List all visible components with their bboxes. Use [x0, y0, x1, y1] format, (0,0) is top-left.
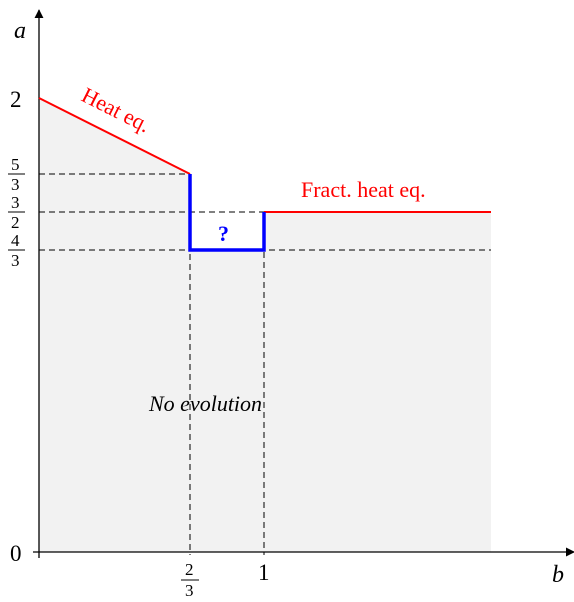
y-tick-2: 2	[10, 87, 22, 112]
no-evolution-region	[39, 98, 491, 552]
y-tick-3-2-numerator: 3	[11, 193, 20, 212]
unknown-boundary-line	[188, 174, 266, 252]
y-tick-5-3: 5 3	[8, 155, 25, 194]
x-tick-1: 1	[258, 560, 270, 585]
y-tick-5-3-numerator: 5	[11, 155, 20, 174]
y-tick-3-2: 3 2	[8, 193, 25, 232]
y-tick-4-3-numerator: 4	[11, 231, 20, 250]
origin-label: 0	[10, 541, 22, 566]
y-tick-4-3: 4 3	[8, 231, 25, 270]
y-tick-5-3-denominator: 3	[11, 175, 20, 194]
no-evolution-label: No evolution	[148, 391, 262, 416]
x-tick-2-3-numerator: 2	[185, 560, 194, 579]
y-tick-4-3-denominator: 3	[11, 251, 20, 270]
heat-eq-line	[38, 97, 191, 175]
fract-heat-eq-label: Fract. heat eq.	[301, 177, 426, 202]
unknown-region-label: ?	[218, 221, 229, 246]
y-tick-3-2-denominator: 2	[11, 213, 20, 232]
x-axis-label: b	[552, 562, 564, 588]
x-tick-2-3: 2 3	[181, 560, 199, 600]
y-axis-label: a	[14, 18, 26, 44]
x-tick-2-3-denominator: 3	[185, 581, 194, 600]
